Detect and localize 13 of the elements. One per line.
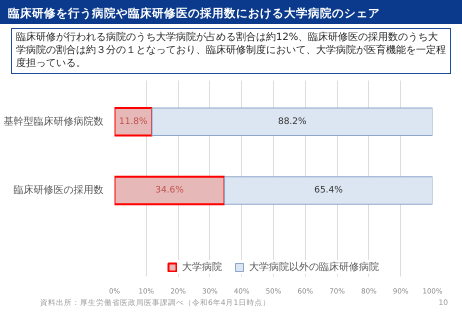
data-label: 65.4% (314, 186, 344, 196)
legend-label: 大学病院以外の臨床研修病院 (249, 260, 379, 274)
data-label: 34.6% (155, 186, 184, 196)
y-tick-label: 臨床研修医の採用数 (14, 184, 104, 196)
data-label: 88.2% (278, 116, 308, 127)
bar (152, 108, 432, 136)
legend-label: 大学病院 (182, 260, 222, 274)
chart-subtitle: 臨床研修が行われる病院のうち大学病院が占める割合は約12%、臨床研修医の採用数のうち大学病院の割合は約３分の１となっており、臨床研修制度において、大学病院が医育機能を一定程度担っている。 (16, 31, 446, 70)
title-banner: 臨床研修を行う病院や臨床研修医の採用数における大学病院のシェア (0, 0, 462, 24)
y-tick-label: 基幹型臨床研修病院数 (4, 115, 104, 128)
data-label: 11.8% (118, 116, 148, 127)
bar (224, 176, 432, 205)
bar (114, 176, 226, 206)
